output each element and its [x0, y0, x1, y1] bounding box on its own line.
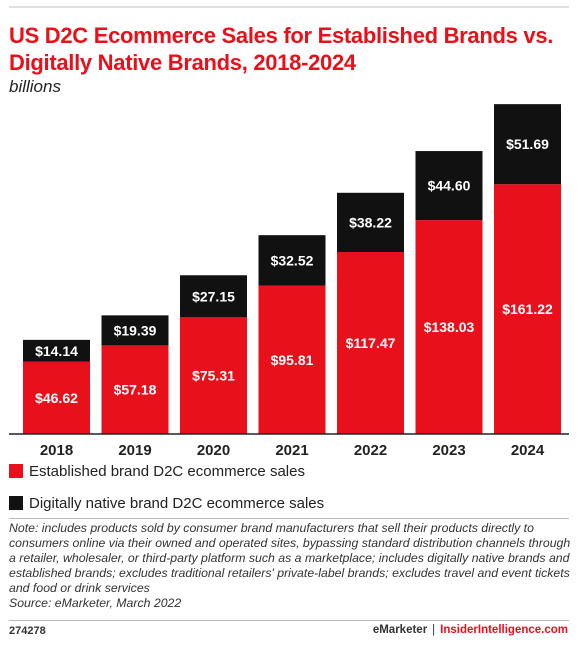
bar-established-2020: [180, 317, 247, 434]
x-tick-label-2019: 2019: [118, 442, 151, 459]
data-label-established-2022: $117.47: [346, 335, 396, 351]
chart-note: Note: includes products sold by consumer…: [9, 521, 571, 611]
bar-digitally-native-2018: [23, 339, 90, 362]
bar-established-2024: [494, 184, 561, 434]
data-label-digitally-native-2019: $19.39: [114, 322, 157, 338]
data-label-established-2024: $161.22: [502, 301, 553, 317]
bar-digitally-native-2021: [258, 235, 326, 286]
bar-digitally-native-2022: [337, 192, 404, 253]
chart-id: 274278: [9, 625, 46, 637]
data-label-established-2018: $46.62: [35, 390, 78, 406]
bar-digitally-native-2024: [494, 104, 561, 185]
chart-title: US D2C Ecommerce Sales for Established B…: [9, 23, 554, 75]
x-tick-label-2022: 2022: [354, 442, 387, 459]
bar-digitally-native-2020: [180, 275, 247, 318]
data-label-digitally-native-2022: $38.22: [349, 214, 392, 230]
bar-established-2019: [101, 345, 169, 434]
brand-separator: |: [432, 624, 436, 636]
chart-subtitle: billions: [9, 77, 61, 96]
x-tick-label-2018: 2018: [40, 442, 73, 459]
bar-established-2021: [258, 285, 326, 434]
note-text: Note: includes products sold by consumer…: [9, 521, 571, 595]
data-label-digitally-native-2021: $32.52: [271, 252, 314, 268]
x-tick-label-2020: 2020: [197, 442, 230, 459]
data-label-digitally-native-2024: $51.69: [506, 136, 549, 152]
brand-insider-intelligence-link[interactable]: InsiderIntelligence.com: [440, 624, 568, 636]
bar-established-2022: [337, 252, 404, 434]
bar-digitally-native-2023: [415, 151, 483, 221]
footer-brand: eMarketer | InsiderIntelligence.com: [373, 624, 568, 636]
data-label-established-2021: $95.81: [271, 352, 314, 368]
bar-established-2023: [415, 220, 483, 434]
legend-item-established: Established brand D2C ecommerce sales: [9, 461, 324, 481]
x-tick-label-2024: 2024: [511, 442, 545, 459]
source-text: Source: eMarketer, March 2022: [9, 596, 182, 610]
bar-digitally-native-2019: [101, 315, 169, 346]
brand-emarketer: eMarketer: [372, 624, 428, 636]
data-label-digitally-native-2023: $44.60: [428, 178, 471, 194]
data-label-digitally-native-2020: $27.15: [192, 288, 235, 304]
data-label-digitally-native-2018: $14.14: [35, 343, 78, 359]
footer-divider: [9, 620, 569, 621]
data-label-established-2020: $75.31: [192, 368, 235, 384]
data-label-established-2023: $138.03: [424, 319, 475, 335]
legend-swatch-established: [9, 464, 23, 478]
legend: Established brand D2C ecommerce sales Di…: [9, 461, 324, 525]
top-divider: [9, 6, 569, 8]
x-tick-label-2021: 2021: [275, 442, 308, 459]
legend-item-digitally-native: Digitally native brand D2C ecommerce sal…: [9, 493, 324, 513]
legend-label-established: Established brand D2C ecommerce sales: [29, 462, 305, 480]
note-divider: [9, 518, 569, 519]
data-label-established-2019: $57.18: [114, 382, 157, 398]
x-tick-label-2023: 2023: [432, 442, 465, 459]
bar-chart-plot: $46.62 $14.14 2018 $57.18 $19.39 2019 $75.31 $2…: [9, 104, 569, 459]
legend-label-digitally-native: Digitally native brand D2C ecommerce sal…: [29, 494, 325, 512]
legend-swatch-digitally-native: [9, 496, 23, 510]
bar-established-2018: [23, 361, 90, 434]
